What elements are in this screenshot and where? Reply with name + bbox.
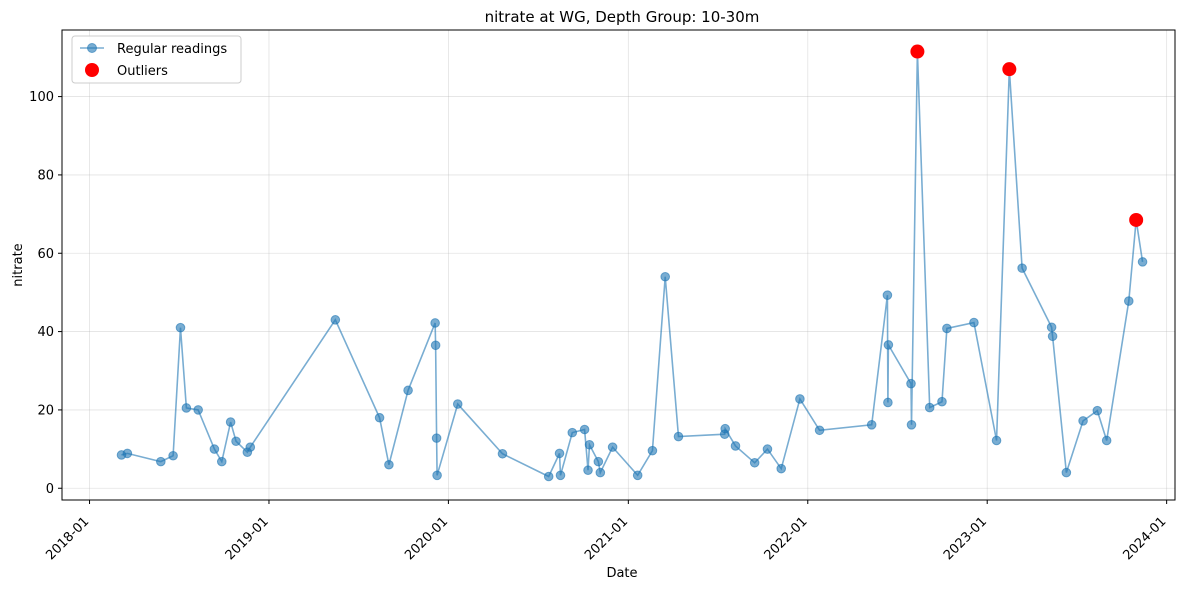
regular-reading-point — [607, 442, 618, 452]
regular-reading-point — [883, 397, 893, 408]
regular-reading-point — [942, 323, 952, 334]
regular-reading-point — [554, 448, 565, 459]
regular-reading-point — [1092, 405, 1103, 416]
legend-box — [71, 35, 242, 84]
y-axis-label: nitrate — [11, 243, 26, 286]
y-tick-label: 20 — [37, 403, 54, 418]
outlier-point — [1129, 212, 1144, 227]
regular-reading-point — [673, 431, 684, 442]
regular-reading-point — [497, 448, 508, 459]
plot-frame — [61, 29, 1176, 501]
regular-reading-point — [567, 427, 578, 438]
legend-outlier-label: Outliers — [117, 64, 168, 79]
y-tick-label: 80 — [37, 168, 54, 183]
regular-reading-point — [1047, 331, 1058, 342]
regular-reading-point — [543, 471, 554, 482]
regular-reading-point — [595, 467, 606, 478]
regular-reading-point — [906, 420, 917, 430]
regular-reading-point — [583, 465, 593, 476]
regular-reading-point — [216, 456, 227, 467]
x-axis-label: Date — [606, 566, 637, 581]
regular-reading-point — [882, 290, 893, 300]
regular-reading-point — [660, 271, 671, 282]
regular-reading-point — [122, 448, 133, 459]
regular-reading-point — [431, 433, 442, 443]
regular-reading-point — [720, 423, 730, 434]
y-tick-label: 100 — [29, 90, 54, 105]
y-tick-label: 0 — [46, 482, 54, 497]
regular-reading-point — [555, 470, 566, 481]
regular-reading-point — [209, 444, 220, 454]
legend-outlier-marker — [85, 63, 99, 77]
regular-reading-point — [430, 340, 441, 351]
regular-reading-point — [231, 436, 241, 447]
regular-reading-point — [384, 459, 394, 470]
regular-reading-point — [730, 441, 741, 451]
regular-reading-point — [991, 435, 1002, 446]
regular-reading-point — [584, 439, 595, 450]
regular-reading-point — [749, 457, 760, 468]
regular-reading-point — [193, 405, 203, 415]
regular-reading-point — [647, 445, 658, 456]
regular-reading-point — [866, 420, 877, 430]
regular-reading-point — [330, 315, 341, 325]
outlier-point — [1002, 62, 1017, 77]
regular-reading-point — [168, 450, 178, 461]
regular-reading-point — [1101, 435, 1112, 446]
regular-reading-point — [1137, 257, 1148, 267]
regular-reading-point — [432, 470, 442, 481]
regular-reading-point — [883, 340, 894, 350]
regular-reading-point — [1078, 416, 1088, 426]
series-group — [116, 44, 1148, 482]
regular-reading-point — [593, 456, 604, 467]
regular-reading-point — [1017, 263, 1027, 273]
chart-title: nitrate at WG, Depth Group: 10-30m — [485, 8, 760, 26]
outlier-point — [910, 44, 925, 59]
regular-reading-point — [937, 396, 947, 407]
regular-reading-point — [632, 470, 643, 481]
regular-reading-point — [795, 394, 805, 404]
regular-reading-point — [245, 442, 256, 452]
regular-reading-point — [1061, 467, 1072, 478]
regular-reading-point — [969, 317, 979, 328]
regular-reading-point — [156, 456, 166, 467]
legend-regular-label: Regular readings — [117, 42, 227, 57]
regular-reading-point — [403, 385, 413, 396]
y-tick-label: 40 — [37, 325, 54, 340]
y-tick-label: 60 — [37, 247, 54, 262]
regular-reading-point — [1123, 296, 1134, 306]
regular-reading-point — [452, 399, 463, 409]
regular-reading-point — [762, 444, 773, 454]
regular-reading-point — [225, 417, 236, 427]
legend: Regular readings Outliers — [71, 35, 242, 84]
legend-regular-marker — [87, 43, 97, 53]
regular-reading-point — [1046, 322, 1057, 333]
regular-reading-point — [906, 378, 916, 389]
regular-reading-point — [924, 402, 935, 413]
regular-reading-point — [579, 424, 590, 435]
regular-reading-point — [175, 322, 186, 333]
regular-reading-point — [776, 463, 787, 474]
regular-reading-point — [430, 318, 440, 328]
regular-reading-point — [181, 403, 192, 413]
grid — [62, 30, 1175, 500]
regular-reading-point — [374, 412, 385, 423]
regular-reading-point — [814, 425, 825, 436]
